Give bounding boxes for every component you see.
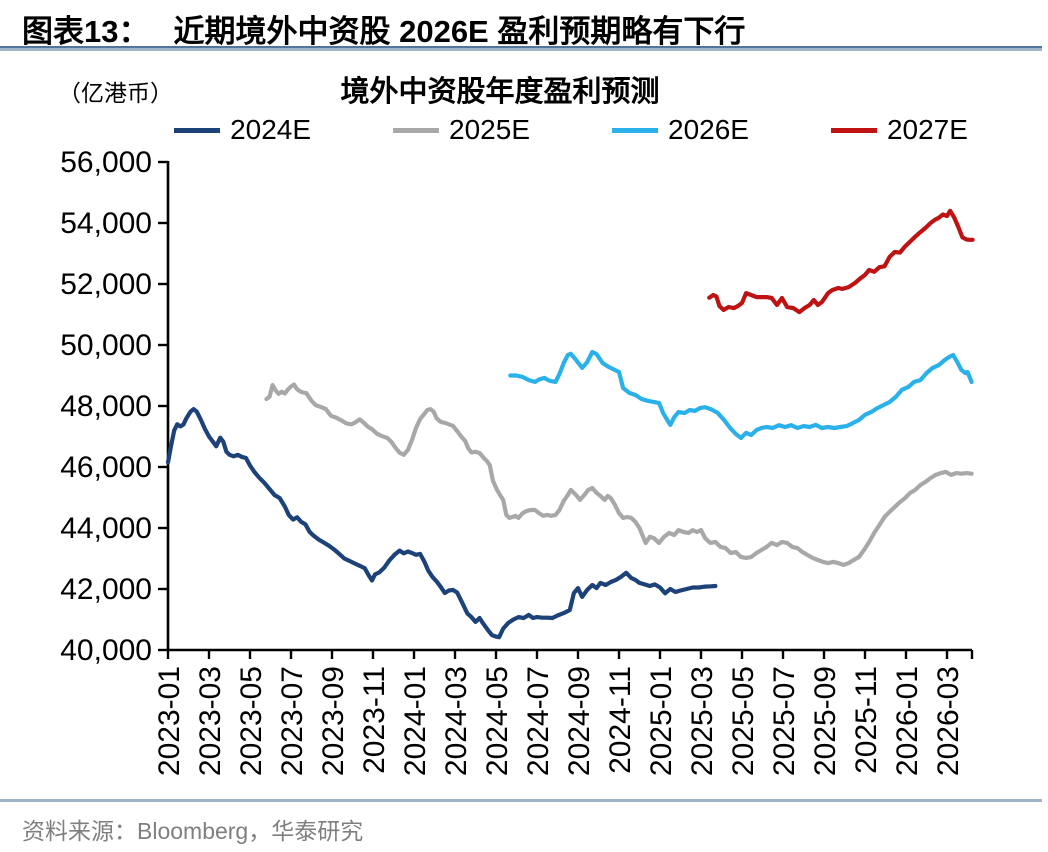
- legend-line-swatch-2027e: [830, 127, 877, 133]
- x-tick-label: 2024-07: [522, 666, 555, 776]
- x-tick-label: 2023-05: [235, 666, 268, 776]
- x-tick-label: 2025-11: [850, 666, 883, 774]
- x-tick-label: 2025-01: [645, 666, 678, 776]
- header-divider: [0, 46, 1042, 51]
- x-tick-label: 2024-05: [481, 666, 514, 776]
- source-text: 资料来源：Bloomberg，华泰研究: [22, 818, 364, 844]
- series-line-2025e: [264, 382, 974, 568]
- x-tick-label: 2024-03: [440, 666, 473, 776]
- y-tick-label: 46,000: [60, 451, 152, 484]
- legend-label-2024e: 2024E: [230, 114, 312, 145]
- figure-number-label: 图表13：: [22, 14, 150, 49]
- series-line-2026e: [508, 349, 974, 441]
- legend-line-swatch-2026e: [612, 127, 658, 133]
- legend-label-2026e: 2026E: [668, 114, 749, 145]
- footer-divider: [0, 799, 1042, 802]
- legend-label-2027e: 2027E: [886, 114, 968, 145]
- legend-label-2025e: 2025E: [449, 114, 530, 145]
- x-tick-label: 2025-05: [727, 666, 760, 776]
- x-tick-label: 2024-09: [563, 666, 596, 776]
- x-tick-label: 2023-11: [358, 666, 391, 774]
- y-tick-label: 50,000: [60, 329, 152, 362]
- legend-item-2026e: 2026E: [612, 114, 749, 146]
- legend-item-2024e: 2024E: [174, 114, 311, 146]
- x-tick-label: 2023-03: [194, 666, 227, 776]
- x-tick-label: 2023-01: [153, 666, 186, 776]
- x-tick-label: 2023-07: [276, 666, 309, 776]
- legend-line-swatch-2024e: [174, 127, 221, 133]
- y-tick-label: 40,000: [60, 634, 152, 667]
- x-tick-label: 2026-01: [891, 666, 924, 776]
- y-tick-label: 54,000: [60, 207, 152, 240]
- y-tick-label: 52,000: [60, 268, 152, 301]
- chart-title: 境外中资股年度盈利预测: [340, 76, 660, 108]
- legend-line-swatch-2025e: [393, 127, 440, 133]
- y-tick-label: 42,000: [60, 573, 152, 606]
- legend: 2024E 2025E 2026E 2027E: [168, 114, 974, 146]
- series-line-2024e: [165, 407, 718, 640]
- legend-item-2027e: 2027E: [830, 114, 968, 146]
- x-tick-label: 2026-03: [932, 666, 965, 776]
- legend-item-2025e: 2025E: [393, 114, 530, 146]
- y-tick-label: 56,000: [60, 146, 152, 179]
- y-tick-label: 44,000: [60, 512, 152, 545]
- y-tick-label: 48,000: [60, 390, 152, 423]
- x-tick-label: 2025-09: [809, 666, 842, 776]
- x-tick-label: 2023-09: [317, 666, 350, 776]
- x-tick-label: 2025-03: [686, 666, 719, 776]
- figure-header: 图表13： 近期境外中资股 2026E 盈利预期略有下行: [22, 6, 745, 51]
- series-line-2027e: [707, 208, 975, 315]
- x-tick-label: 2025-07: [768, 666, 801, 776]
- x-tick-label: 2024-01: [399, 666, 432, 776]
- x-tick-label: 2024-11: [604, 666, 637, 774]
- y-axis-unit-label: （亿港币）: [58, 80, 173, 106]
- figure-title: 近期境外中资股 2026E 盈利预期略有下行: [173, 14, 746, 49]
